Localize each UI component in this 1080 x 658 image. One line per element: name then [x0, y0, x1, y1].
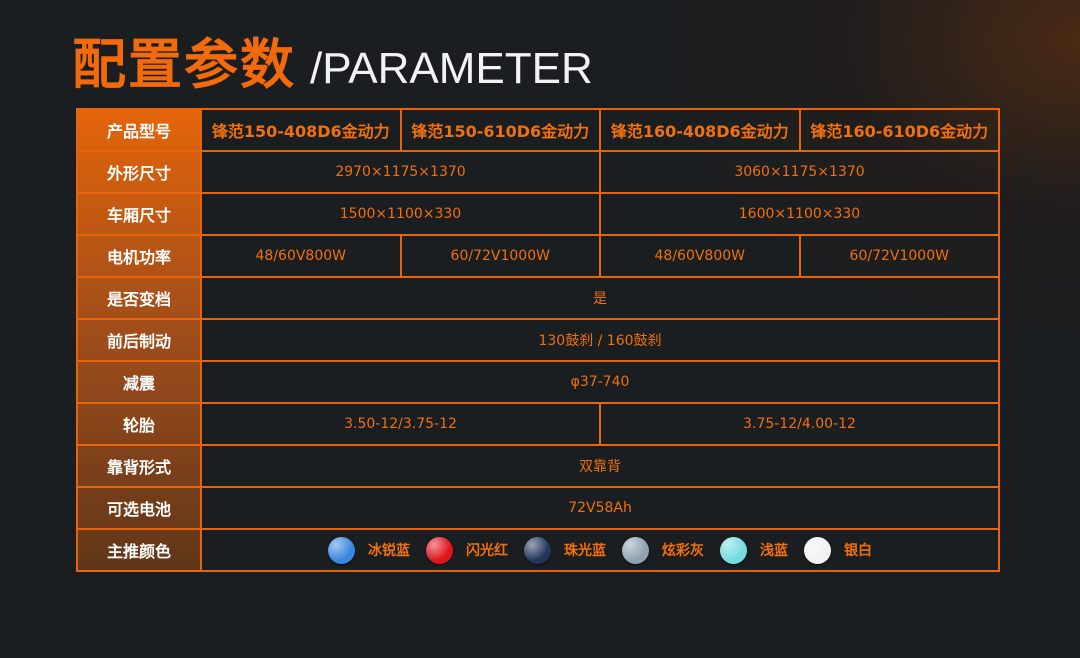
title-english: /PARAMETER — [310, 44, 593, 93]
color-swatch: 炫彩灰 — [622, 536, 704, 564]
row-label: 是否变档 — [76, 276, 202, 320]
cell: 双靠背 — [200, 444, 1000, 488]
row-label: 靠背形式 — [76, 444, 202, 488]
color-swatch: 冰锐蓝 — [328, 536, 410, 564]
color-dot — [426, 536, 453, 564]
row-label: 外形尺寸 — [76, 150, 202, 194]
cell: 1500×1100×330 — [200, 192, 601, 236]
model-header: 锋范150-408D6金动力 — [200, 108, 402, 152]
table-row: 轮胎 3.50-12/3.75-12 3.75-12/4.00-12 — [76, 402, 1000, 446]
color-swatch: 闪光红 — [426, 536, 508, 564]
color-dot — [720, 536, 747, 564]
color-options-cell: 冰锐蓝 闪光红 珠光蓝 炫彩灰 浅蓝 银白 — [200, 528, 1000, 572]
table-row: 外形尺寸 2970×1175×1370 3060×1175×1370 — [76, 150, 1000, 194]
color-swatch: 银白 — [804, 536, 872, 564]
cell: φ37-740 — [200, 360, 1000, 404]
row-label: 主推颜色 — [76, 528, 202, 572]
color-name: 冰锐蓝 — [368, 543, 410, 559]
cell: 2970×1175×1370 — [200, 150, 601, 194]
title-chinese: 配置参数 — [72, 33, 296, 96]
table-row: 靠背形式 双靠背 — [76, 444, 1000, 488]
table-row: 产品型号 锋范150-408D6金动力 锋范150-610D6金动力 锋范160… — [76, 108, 1000, 152]
color-swatch: 浅蓝 — [720, 536, 788, 564]
model-header: 锋范150-610D6金动力 — [399, 108, 601, 152]
cell: 48/60V800W — [200, 234, 402, 278]
row-label: 车厢尺寸 — [76, 192, 202, 236]
row-label: 减震 — [76, 360, 202, 404]
cell: 72V58Ah — [200, 486, 1000, 530]
color-swatch: 珠光蓝 — [524, 536, 606, 564]
table-row: 是否变档 是 — [76, 276, 1000, 320]
table-row: 电机功率 48/60V800W 60/72V1000W 48/60V800W 6… — [76, 234, 1000, 278]
cell: 1600×1100×330 — [599, 192, 1000, 236]
color-swatches: 冰锐蓝 闪光红 珠光蓝 炫彩灰 浅蓝 银白 — [202, 536, 998, 564]
cell: 3.50-12/3.75-12 — [200, 402, 601, 446]
table-row: 主推颜色 冰锐蓝 闪光红 珠光蓝 炫彩灰 浅蓝 银白 — [76, 528, 1000, 572]
color-name: 炫彩灰 — [662, 543, 704, 559]
row-label: 前后制动 — [76, 318, 202, 362]
cell: 是 — [200, 276, 1000, 320]
cell: 48/60V800W — [599, 234, 801, 278]
cell: 60/72V1000W — [399, 234, 601, 278]
color-name: 银白 — [844, 543, 872, 559]
table-row: 减震 φ37-740 — [76, 360, 1000, 404]
cell: 3.75-12/4.00-12 — [599, 402, 1000, 446]
page-title: 配置参数 /PARAMETER — [72, 20, 593, 99]
row-label: 可选电池 — [76, 486, 202, 530]
table-row: 可选电池 72V58Ah — [76, 486, 1000, 530]
color-name: 浅蓝 — [760, 543, 788, 559]
cell: 130鼓刹 / 160鼓刹 — [200, 318, 1000, 362]
row-label: 电机功率 — [76, 234, 202, 278]
table-row: 车厢尺寸 1500×1100×330 1600×1100×330 — [76, 192, 1000, 236]
color-name: 珠光蓝 — [564, 543, 606, 559]
color-dot — [524, 536, 551, 564]
color-dot — [328, 536, 355, 564]
color-dot — [622, 536, 649, 564]
cell: 60/72V1000W — [798, 234, 1000, 278]
cell: 3060×1175×1370 — [599, 150, 1000, 194]
table-row: 前后制动 130鼓刹 / 160鼓刹 — [76, 318, 1000, 362]
row-label: 轮胎 — [76, 402, 202, 446]
color-dot — [804, 536, 831, 564]
model-header: 锋范160-408D6金动力 — [599, 108, 801, 152]
parameter-table: 产品型号 锋范150-408D6金动力 锋范150-610D6金动力 锋范160… — [76, 108, 1000, 572]
row-label: 产品型号 — [76, 108, 202, 152]
model-header: 锋范160-610D6金动力 — [798, 108, 1000, 152]
color-name: 闪光红 — [466, 543, 508, 559]
